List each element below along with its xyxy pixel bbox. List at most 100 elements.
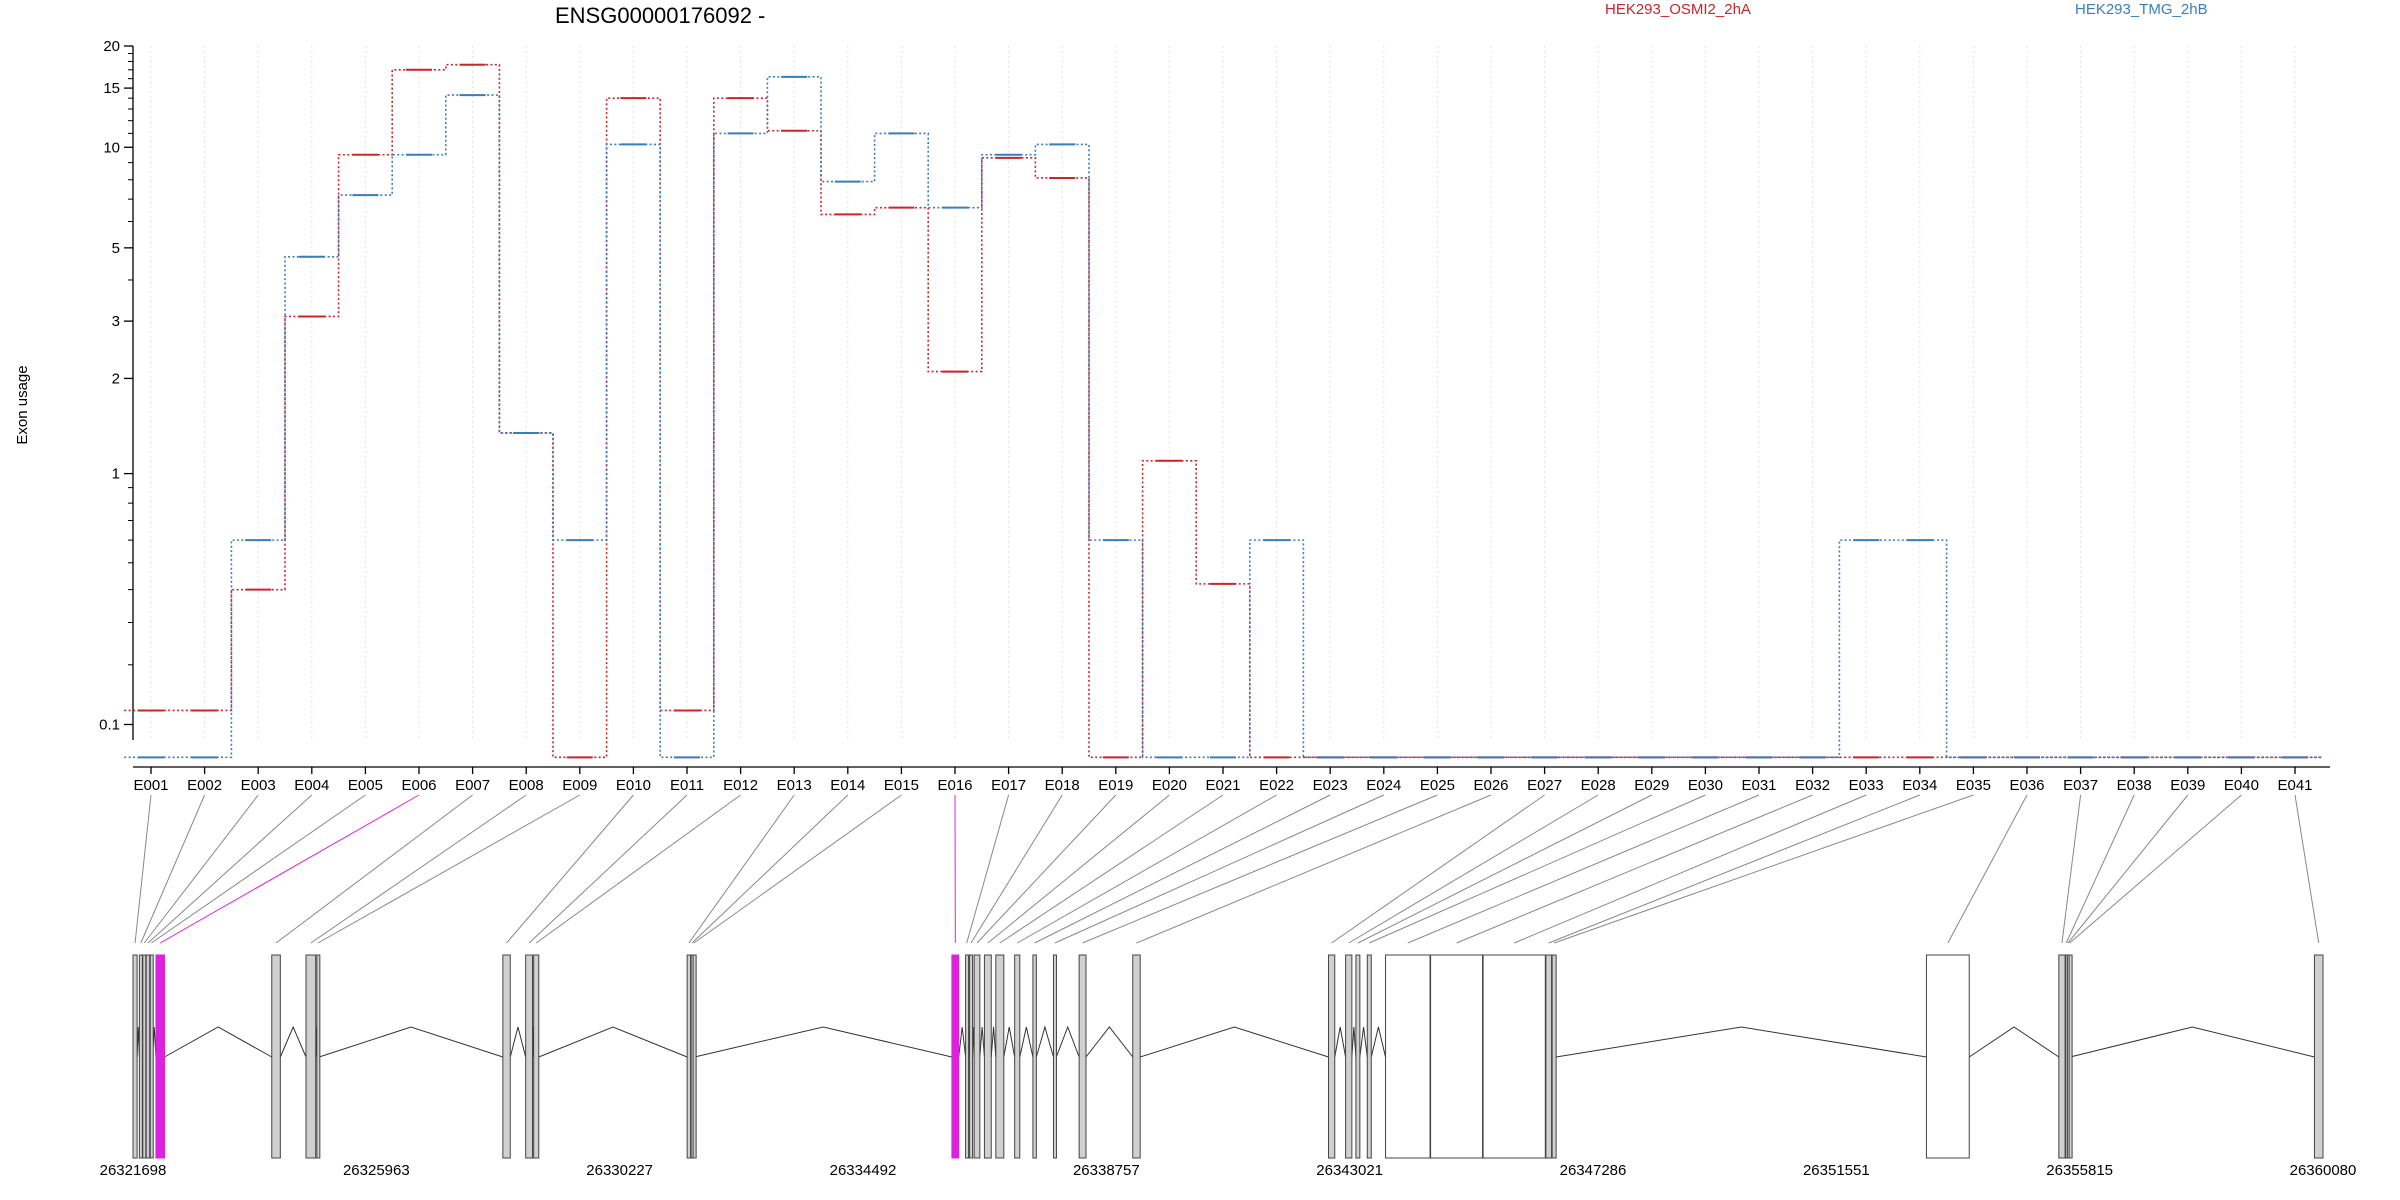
exon-label-E014: E014 [830, 777, 865, 794]
connector-E041 [2294, 794, 2320, 944]
genomic-tick-label: 26355815 [2046, 1162, 2113, 1179]
genomic-tick-label: 26321698 [100, 1162, 167, 1179]
exon-label-E011: E011 [670, 777, 704, 794]
connector-E011 [528, 794, 688, 944]
connector-E006 [159, 794, 420, 944]
genomic-coordinate-axis: 26321698 26325963 26330227 26334492 26338757… [100, 1162, 2357, 1179]
exon-connector-lines [134, 794, 2320, 944]
exon-label-E008: E008 [509, 777, 544, 794]
exon-block-E006 [155, 954, 165, 1159]
genomic-tick-label: 26343021 [1316, 1162, 1383, 1179]
connector-E003 [143, 794, 259, 944]
connector-E022 [1016, 794, 1277, 944]
exon-block-E011 [525, 954, 534, 1159]
exon-block-E033 [1482, 954, 1546, 1159]
genomic-tick-label: 26360080 [2290, 1162, 2357, 1179]
exon-label-E013: E013 [777, 777, 812, 794]
genomic-tick-label: 26338757 [1073, 1162, 1140, 1179]
exon-block-E025 [1078, 954, 1087, 1159]
exon-label-E031: E031 [1741, 777, 1776, 794]
series-2 [124, 75, 2322, 759]
intron-E026 [1140, 1026, 1329, 1058]
vertical-gridlines [150, 46, 2296, 740]
intron-E019 [979, 1026, 985, 1058]
exon-block-E037 [2058, 954, 2066, 1159]
y-tick-label: 15 [103, 80, 120, 97]
connector-E014 [691, 794, 849, 944]
exon-label-E004: E004 [294, 777, 329, 794]
exon-label-E029: E029 [1634, 777, 1669, 794]
connector-E001 [134, 794, 152, 944]
exon-block-E017 [965, 954, 970, 1159]
exon-label-E006: E006 [401, 777, 436, 794]
genomic-tick-label: 26330227 [586, 1162, 653, 1179]
exon-block-E001 [132, 954, 138, 1159]
connector-E017 [966, 794, 1010, 944]
y-tick-label: 20 [103, 38, 120, 55]
exon-label-E020: E020 [1152, 777, 1187, 794]
exon-label-E025: E025 [1420, 777, 1455, 794]
connector-E028 [1348, 794, 1599, 944]
exon-block-E029 [1355, 954, 1361, 1159]
exon-block-E022 [1014, 954, 1021, 1159]
exon-label-E019: E019 [1098, 777, 1133, 794]
exon-block-E002 [138, 954, 143, 1159]
connector-E037 [2061, 794, 2082, 944]
exon-label-E038: E038 [2117, 777, 2152, 794]
connector-E010 [506, 794, 634, 944]
connector-E027 [1331, 794, 1545, 944]
y-tick-label: 10 [103, 139, 120, 156]
intron-E035 [1556, 1026, 1927, 1058]
connector-E029 [1357, 794, 1653, 944]
genomic-tick-label: 26351551 [1803, 1162, 1870, 1179]
exon-label-E017: E017 [991, 777, 1026, 794]
exon-label-E023: E023 [1313, 777, 1348, 794]
intron-E006 [164, 1026, 273, 1058]
exon-label-E032: E032 [1795, 777, 1830, 794]
exon-label-E018: E018 [1045, 777, 1080, 794]
connector-E034 [1548, 794, 1920, 944]
y-axis: 0.1 1 2 3 5 10 15 20 [99, 38, 134, 740]
exon-label-E028: E028 [1581, 777, 1616, 794]
connector-E033 [1514, 794, 1867, 944]
exon-block-E027 [1327, 954, 1336, 1159]
y-tick-label: 1 [112, 466, 120, 483]
exon-block-E015 [692, 954, 697, 1159]
exon-label-E005: E005 [348, 777, 383, 794]
exon-label-E007: E007 [455, 777, 490, 794]
connector-E015 [693, 794, 902, 944]
connector-E023 [1034, 794, 1331, 944]
genomic-tick-label: 26347286 [1560, 1162, 1627, 1179]
exon-block-E007 [271, 954, 281, 1159]
exon-label-E021: E021 [1205, 777, 1240, 794]
exon-label-E030: E030 [1688, 777, 1723, 794]
connector-E025 [1082, 794, 1438, 944]
exon-block-E030 [1366, 954, 1372, 1159]
exon-label-E003: E003 [241, 777, 276, 794]
exon-label-E037: E037 [2063, 777, 2098, 794]
connector-E002 [140, 794, 206, 944]
intron-E025 [1085, 1026, 1134, 1058]
exon-block-E003 [142, 954, 147, 1159]
exon-block-E024 [1052, 954, 1057, 1159]
intron-E020 [990, 1026, 997, 1058]
connector-E005 [151, 794, 366, 944]
intron-E016 [958, 1026, 967, 1058]
exon-label-E001: E001 [133, 777, 168, 794]
intron-E012 [538, 1026, 688, 1058]
exon-block-E019 [973, 954, 981, 1159]
exon-block-E012 [533, 954, 540, 1159]
connector-E012 [535, 794, 741, 944]
intron-E022 [1019, 1026, 1034, 1058]
exon-label-E041: E041 [2277, 777, 2312, 794]
exon-label-E039: E039 [2170, 777, 2205, 794]
legend-entry-series-1: HEK293_OSMI2_2hA [1605, 1, 1751, 18]
y-tick-label: 0.1 [99, 716, 120, 733]
intron-E010 [509, 1026, 527, 1058]
intron-E036 [1968, 1026, 2060, 1058]
exon-block-E031 [1385, 954, 1431, 1159]
exon-label-E015: E015 [884, 777, 919, 794]
connector-E008 [310, 794, 527, 944]
series-lines [124, 63, 2322, 759]
